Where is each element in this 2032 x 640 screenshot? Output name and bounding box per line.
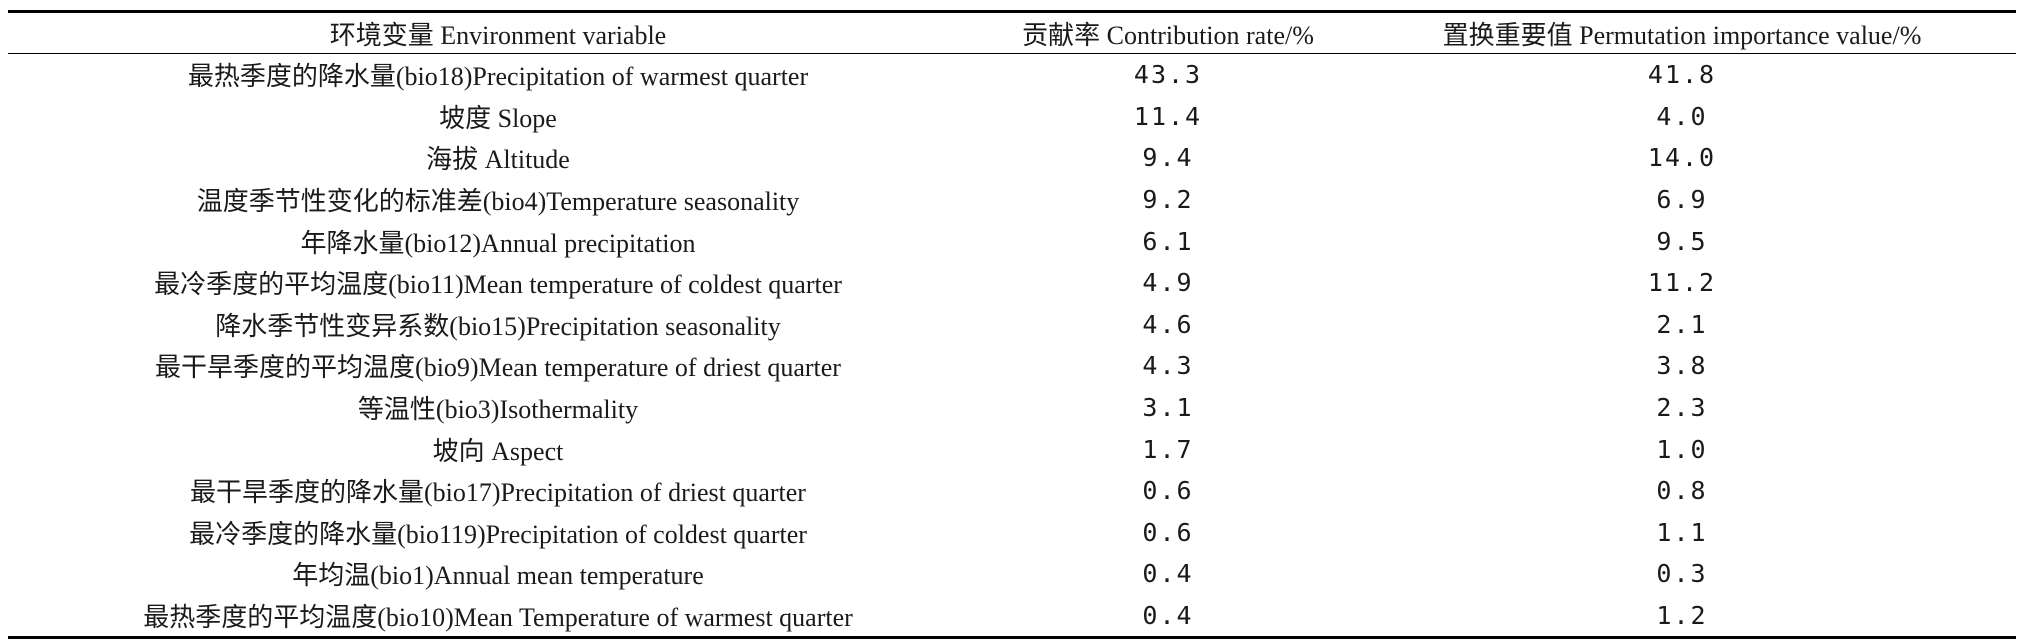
variable-cell: 最冷季度的降水量(bio119)Precipitation of coldest… [189,519,807,549]
table-body: 最热季度的降水量(bio18)Precipitation of warmest … [8,54,2016,638]
table-row: 海拔 Altitude 9.4 14.0 [8,137,2016,179]
contribution-rate-cell: 3.1 [1142,393,1194,423]
permutation-importance-cell: 0.3 [1656,559,1708,589]
table-row: 降水季节性变异系数(bio15)Precipitation seasonalit… [8,304,2016,346]
variable-cell: 年降水量(bio12)Annual precipitation [300,228,696,258]
contribution-rate-cell: 4.3 [1142,351,1194,381]
permutation-importance-cell: 1.2 [1656,601,1708,631]
variable-cell: 海拔 Altitude [426,145,570,175]
contribution-rate-cell: 11.4 [1133,101,1203,131]
contribution-rate-cell: 0.4 [1142,559,1194,589]
permutation-importance-cell: 1.1 [1656,517,1708,547]
permutation-importance-cell: 14.0 [1647,143,1717,173]
table-row: 年均温(bio1)Annual mean temperature 0.4 0.3 [8,553,2016,595]
permutation-importance-cell: 9.5 [1656,226,1708,256]
table-row: 温度季节性变化的标准差(bio4)Temperature seasonality… [8,179,2016,221]
variable-cell: 年均温(bio1)Annual mean temperature [292,561,704,591]
variable-cell: 最冷季度的平均温度(bio11)Mean temperature of cold… [154,270,842,300]
table-row: 最冷季度的降水量(bio119)Precipitation of coldest… [8,512,2016,554]
permutation-importance-cell: 4.0 [1656,101,1708,131]
permutation-importance-cell: 41.8 [1647,60,1717,90]
table-row: 等温性(bio3)Isothermality 3.1 2.3 [8,387,2016,429]
environment-variable-table: 环境变量 Environment variable 贡献率 Contributi… [8,10,2016,639]
variable-cell: 坡向 Aspect [432,436,564,466]
permutation-importance-cell: 1.0 [1656,434,1708,464]
contribution-rate-cell: 6.1 [1142,226,1194,256]
contribution-rate-cell: 43.3 [1133,60,1203,90]
table-header: 环境变量 Environment variable 贡献率 Contributi… [8,11,2016,54]
table-row: 最干旱季度的平均温度(bio9)Mean temperature of drie… [8,345,2016,387]
contribution-rate-cell: 4.6 [1142,309,1194,339]
table-row: 最热季度的降水量(bio18)Precipitation of warmest … [8,54,2016,96]
contribution-rate-cell: 9.2 [1142,185,1194,215]
table-row: 坡向 Aspect 1.7 1.0 [8,428,2016,470]
variable-cell: 温度季节性变化的标准差(bio4)Temperature seasonality [196,187,800,217]
table-row: 最干旱季度的降水量(bio17)Precipitation of driest … [8,470,2016,512]
permutation-importance-cell: 11.2 [1647,268,1717,298]
variable-cell: 最干旱季度的平均温度(bio9)Mean temperature of drie… [155,353,841,383]
contribution-rate-cell: 9.4 [1142,143,1194,173]
permutation-importance-cell: 6.9 [1656,185,1708,215]
variable-cell: 等温性(bio3)Isothermality [357,395,639,425]
table-row: 最热季度的平均温度(bio10)Mean Temperature of warm… [8,595,2016,638]
variable-cell: 最热季度的降水量(bio18)Precipitation of warmest … [187,62,809,92]
contribution-rate-cell: 0.4 [1142,601,1194,631]
variable-cell: 坡度 Slope [439,103,557,133]
contribution-rate-cell: 1.7 [1142,434,1194,464]
variable-cell: 最干旱季度的降水量(bio17)Precipitation of driest … [190,478,806,508]
permutation-importance-cell: 3.8 [1656,351,1708,381]
header-contribution-rate: 贡献率 Contribution rate/% [1022,20,1314,50]
table-row: 最冷季度的平均温度(bio11)Mean temperature of cold… [8,262,2016,304]
contribution-rate-cell: 0.6 [1142,476,1194,506]
header-permutation-importance: 置换重要值 Permutation importance value/% [1442,20,1922,50]
header-environment-variable: 环境变量 Environment variable [329,20,667,50]
permutation-importance-cell: 0.8 [1656,476,1708,506]
contribution-rate-cell: 4.9 [1142,268,1194,298]
header-row: 环境变量 Environment variable 贡献率 Contributi… [8,11,2016,54]
contribution-rate-cell: 0.6 [1142,517,1194,547]
table-row: 坡度 Slope 11.4 4.0 [8,96,2016,138]
permutation-importance-cell: 2.3 [1656,393,1708,423]
variable-cell: 降水季节性变异系数(bio15)Precipitation seasonalit… [215,311,781,341]
table-row: 年降水量(bio12)Annual precipitation 6.1 9.5 [8,220,2016,262]
variable-cell: 最热季度的平均温度(bio10)Mean Temperature of warm… [143,603,853,633]
permutation-importance-cell: 2.1 [1656,309,1708,339]
